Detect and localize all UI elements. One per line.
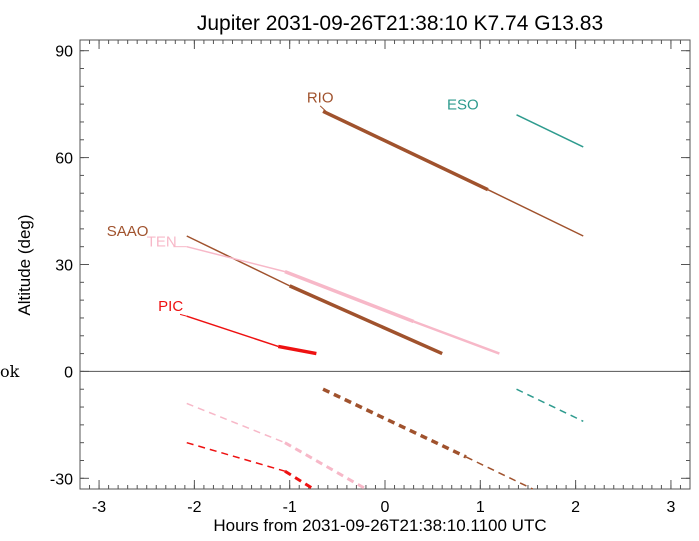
series-line-ten	[284, 269, 415, 324]
y-tick-label: 0	[64, 364, 73, 381]
x-tick-label: 3	[666, 499, 675, 516]
y-tick-label: 30	[55, 258, 73, 275]
plot-frame	[79, 39, 691, 490]
y-tick-label: 60	[55, 151, 73, 168]
series-line-ten	[413, 320, 500, 355]
y-tick-label: -30	[50, 471, 73, 488]
series-label-pic: PIC	[158, 298, 183, 315]
series-dash-eso	[516, 388, 584, 422]
series-line-ten	[186, 245, 286, 273]
x-tick-label: 2	[571, 499, 580, 516]
x-tick-label: -2	[187, 499, 201, 516]
series-label-rio: RIO	[307, 89, 334, 106]
chart-title: Jupiter 2031-09-26T21:38:10 K7.74 G13.83	[197, 12, 603, 35]
x-tick-label: 1	[476, 499, 485, 516]
x-tick-label: 0	[381, 499, 390, 516]
series-line-saao	[186, 235, 291, 287]
axis-ticks: -3 -2 -1 0 1 2 3 -30 0 30 60 90	[50, 40, 691, 516]
label-connector-pic	[179, 313, 187, 317]
series-label-saao: SAAO	[107, 223, 149, 240]
series-line-pic	[186, 315, 279, 348]
series-dash-rio	[465, 456, 534, 490]
series-label-ten: TEN	[147, 234, 177, 251]
series-line-pic	[277, 344, 317, 356]
series-dash-rio	[322, 387, 467, 459]
series-line-rio	[322, 109, 489, 192]
margin-text: ok	[0, 362, 20, 381]
x-axis-label: Hours from 2031-09-26T21:38:10.1100 UTC	[213, 516, 546, 535]
series-dash-pic	[284, 469, 315, 491]
y-axis-label: Altitude (deg)	[15, 214, 34, 315]
series-dash-ten	[284, 441, 367, 491]
x-tick-label: -1	[283, 499, 297, 516]
x-tick-label: -3	[92, 499, 106, 516]
series-label-eso: ESO	[447, 96, 479, 113]
y-tick-label: 90	[55, 44, 73, 61]
series-dash-pic	[186, 441, 286, 472]
series-lines	[186, 109, 584, 491]
label-connector-rio	[319, 105, 327, 112]
series-line-saao	[288, 284, 443, 356]
series-dash-ten	[186, 402, 286, 444]
series-line-rio	[487, 188, 584, 237]
series-line-eso	[516, 114, 584, 148]
